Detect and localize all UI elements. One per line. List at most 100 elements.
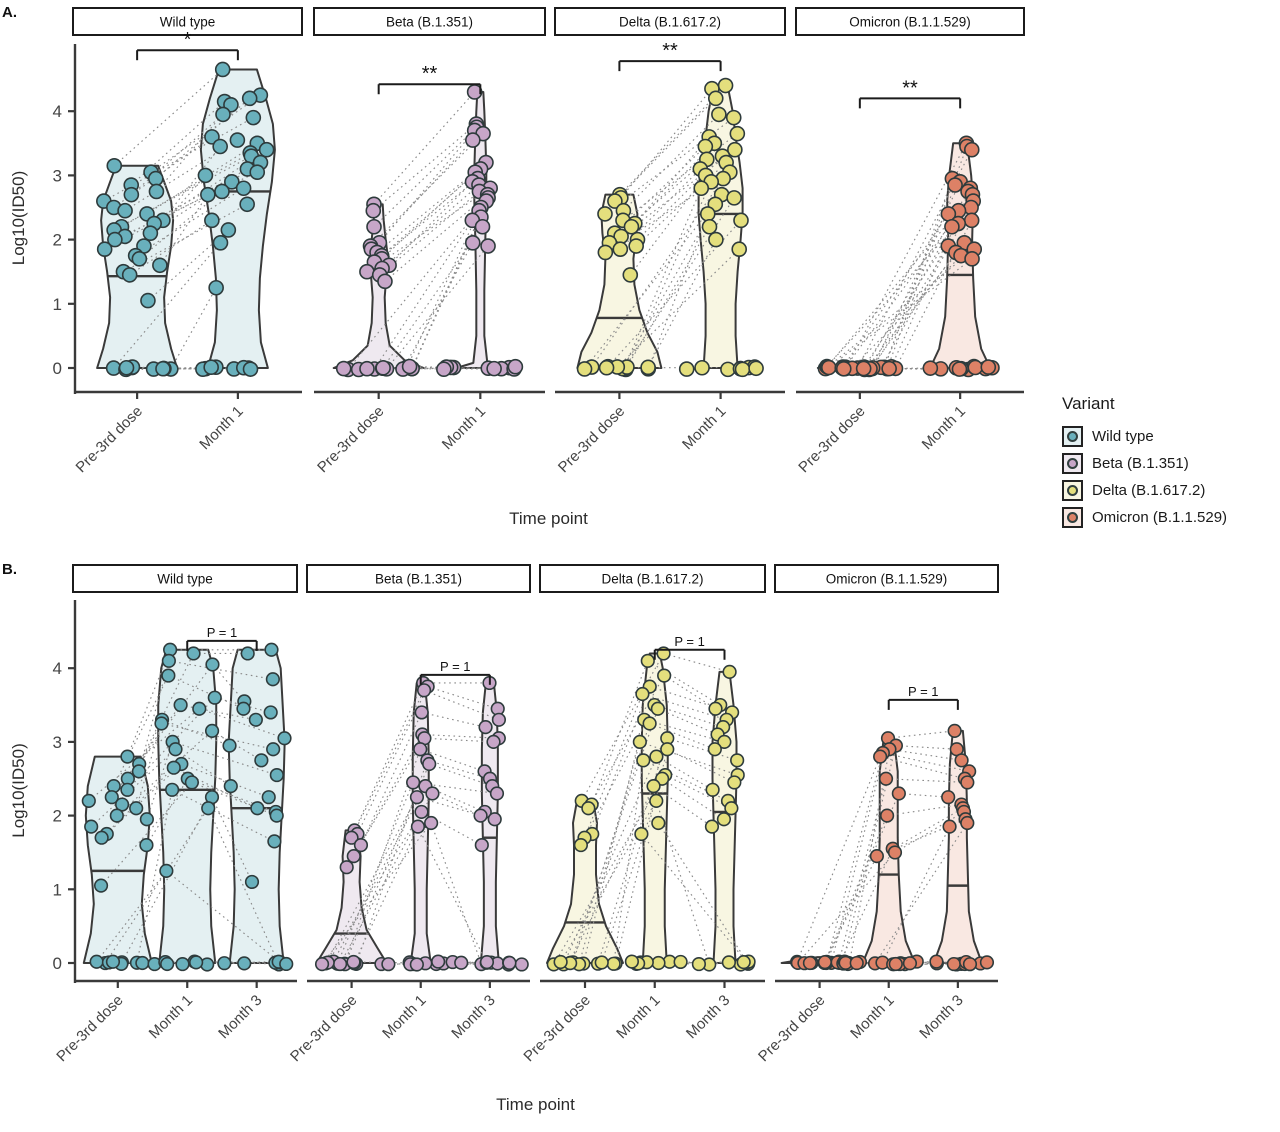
pair-connector xyxy=(406,210,480,368)
pair-connector xyxy=(353,682,424,831)
pair-connector xyxy=(381,168,481,257)
legend-key-dot xyxy=(1067,511,1078,523)
data-point xyxy=(736,955,751,970)
data-point xyxy=(424,815,439,831)
data-point xyxy=(240,646,255,661)
legend-item-omicron: Omicron (B.1.1.529) xyxy=(1062,505,1227,529)
significance-label: ** xyxy=(662,40,678,62)
data-point xyxy=(248,712,263,727)
pair-connector xyxy=(427,759,491,780)
data-point xyxy=(642,716,657,731)
data-point xyxy=(962,957,978,972)
violin xyxy=(576,193,663,369)
legend-item-delta: Delta (B.1.617.2) xyxy=(1062,478,1227,502)
data-point xyxy=(155,360,171,377)
x-tick-label: Pre-3rd dose xyxy=(73,403,146,476)
data-point xyxy=(486,734,501,750)
data-point xyxy=(406,775,421,790)
pair-connector xyxy=(616,248,740,368)
x-tick-label: Month 3 xyxy=(448,992,498,1042)
variant-legend: Variant Wild type Beta (B.1.351) Delta (… xyxy=(1062,394,1227,532)
data-point xyxy=(947,723,962,738)
pair-connector xyxy=(346,737,425,868)
data-point xyxy=(649,793,664,808)
pair-connector xyxy=(347,207,482,370)
pair-connector xyxy=(422,733,499,739)
y-axis-title: Log10(ID50) xyxy=(9,743,28,838)
data-point xyxy=(148,183,165,200)
pair-connector xyxy=(826,223,959,367)
pair-connector xyxy=(894,220,973,369)
pair-connector xyxy=(895,745,957,750)
data-point xyxy=(224,174,240,190)
data-point xyxy=(632,734,647,750)
pair-connector xyxy=(138,660,170,772)
data-point xyxy=(873,749,888,764)
data-point xyxy=(944,218,960,235)
pair-connector xyxy=(146,741,174,820)
data-point xyxy=(673,954,688,970)
data-point xyxy=(704,819,720,834)
pair-connector xyxy=(421,711,486,728)
pair-connector xyxy=(327,811,422,963)
x-tick-label: Month 1 xyxy=(613,992,663,1042)
pair-connector xyxy=(649,686,733,713)
data-point xyxy=(121,267,138,283)
data-point xyxy=(425,786,440,801)
pair-connector xyxy=(168,675,244,710)
data-point xyxy=(339,860,354,875)
panel-a-label: A. xyxy=(2,4,17,21)
pair-connector xyxy=(379,191,480,276)
data-point xyxy=(730,753,745,768)
pair-connector xyxy=(332,785,426,962)
data-point xyxy=(502,955,517,971)
data-point xyxy=(212,235,229,251)
data-point xyxy=(802,955,818,971)
facet-title: Beta (B.1.351) xyxy=(375,572,462,587)
data-point xyxy=(623,218,640,235)
x-tick-label: Month 3 xyxy=(215,992,265,1042)
data-point xyxy=(89,954,104,969)
data-point xyxy=(855,360,872,377)
facet-header-box xyxy=(539,564,766,593)
pair-connector xyxy=(647,660,721,706)
data-point xyxy=(201,801,216,816)
pair-connector xyxy=(868,226,953,370)
facet-header-box xyxy=(72,7,303,36)
data-point xyxy=(514,957,529,972)
x-tick-label: Pre-3rd dose xyxy=(795,403,868,476)
significance-label: * xyxy=(184,29,192,51)
pair-connector xyxy=(101,767,175,839)
pair-connector xyxy=(828,258,973,368)
pair-connector xyxy=(321,822,432,965)
legend-title: Variant xyxy=(1062,394,1115,413)
data-point xyxy=(727,141,743,158)
facet-title: Wild type xyxy=(160,15,216,30)
data-point xyxy=(606,956,621,971)
data-point xyxy=(220,222,237,238)
facet-header-box xyxy=(306,564,531,593)
data-point xyxy=(204,723,220,738)
data-point xyxy=(422,756,437,772)
pair-connector xyxy=(663,652,730,673)
data-point xyxy=(817,954,832,970)
data-point xyxy=(377,273,393,290)
pair-connector xyxy=(432,792,481,817)
data-point xyxy=(207,690,222,705)
pair-connector xyxy=(664,774,732,809)
pair-connector xyxy=(623,114,720,212)
data-point xyxy=(941,790,956,805)
data-point xyxy=(208,279,224,296)
facet-title: Omicron (B.1.1.529) xyxy=(849,15,971,30)
data-point xyxy=(478,720,493,735)
pair-connector xyxy=(863,367,969,371)
pair-connector xyxy=(344,749,421,964)
data-point xyxy=(979,955,995,970)
panel-b-label: B. xyxy=(2,561,17,578)
data-point xyxy=(636,753,651,768)
data-point xyxy=(963,199,979,216)
data-point xyxy=(464,235,481,251)
pair-connector xyxy=(881,826,951,963)
data-point xyxy=(651,955,666,971)
